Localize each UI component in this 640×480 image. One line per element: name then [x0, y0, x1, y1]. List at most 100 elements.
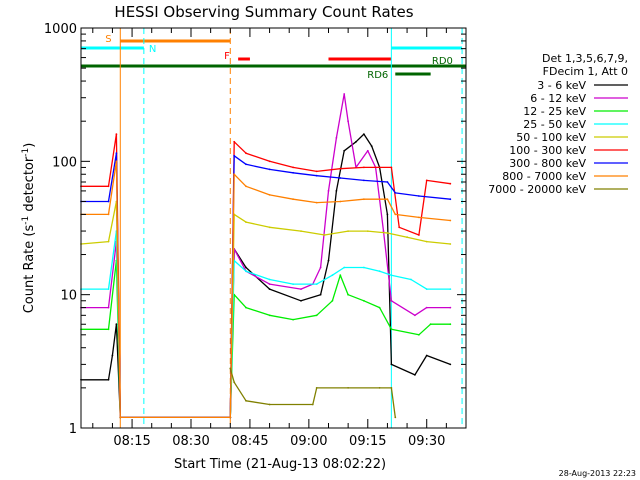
series-1-point-10 [319, 266, 322, 269]
series-1-point-18 [382, 230, 385, 233]
xtick-label-0930: 09:30 [408, 434, 445, 449]
legend-header-1: FDecim 1, Att 0 [543, 65, 628, 78]
series-6-point-2 [115, 152, 118, 155]
series-7-point-4 [229, 416, 232, 419]
series-line-2 [81, 259, 451, 419]
series-1-point-14 [347, 120, 349, 123]
series-1-point-11 [327, 190, 330, 192]
series-1-point-7 [268, 283, 271, 285]
plot-frame [80, 27, 467, 429]
series-3-point-16 [425, 288, 428, 290]
series-lines [80, 93, 452, 419]
series-0-point-15 [363, 133, 365, 136]
series-5-point-9 [315, 170, 318, 173]
series-line-3 [81, 230, 451, 419]
legend-label-3: 25 - 50 keV [523, 118, 586, 131]
flag-label-rd0: RD0 [432, 56, 453, 67]
series-4-point-12 [386, 232, 389, 234]
flag-label-s: S [105, 34, 111, 45]
series-5-point-7 [268, 160, 271, 163]
series-8-point-4 [311, 403, 314, 406]
series-0-point-16 [370, 145, 373, 148]
series-5-point-15 [425, 179, 428, 182]
series-8-point-3 [268, 403, 271, 406]
legend: Det 1,3,5,6,7,9,FDecim 1, Att 03 - 6 keV… [488, 52, 628, 196]
series-3-point-8 [292, 283, 294, 285]
flag-label-rd6: RD6 [367, 70, 388, 81]
series-1-point-13 [343, 93, 346, 95]
series-0-point-11 [327, 259, 330, 262]
xtick-label-0845: 08:45 [231, 434, 268, 449]
series-2-point-8 [292, 318, 294, 321]
series-2-point-13 [363, 299, 365, 302]
series-1-point-8 [300, 288, 302, 290]
series-5-point-13 [398, 226, 401, 229]
series-4-point-10 [347, 230, 349, 233]
timestamp: 28-Aug-2013 22:23 [559, 469, 636, 478]
series-8-point-6 [347, 387, 349, 389]
series-0-point-2 [111, 354, 114, 357]
series-1-point-12 [335, 137, 338, 139]
series-8-point-7 [378, 387, 381, 389]
series-0-point-18 [386, 213, 389, 216]
series-0-point-12 [335, 190, 338, 192]
series-2-point-14 [378, 306, 381, 309]
series-4-point-8 [300, 230, 302, 233]
series-5-point-10 [339, 167, 342, 170]
y-axis-ticks: 1 10 100 1000 [44, 22, 466, 437]
series-1-point-20 [414, 314, 416, 317]
series-6-point-7 [268, 168, 271, 171]
series-3-point-17 [449, 288, 452, 290]
legend-label-8: 7000 - 20000 keV [488, 183, 586, 196]
series-5-point-6 [245, 152, 247, 155]
series-8-point-2 [245, 399, 247, 402]
series-2-point-15 [390, 328, 393, 331]
series-2-point-16 [418, 333, 420, 336]
series-7-point-6 [245, 185, 247, 188]
series-0-point-13 [343, 149, 346, 152]
series-0-point-22 [449, 363, 452, 366]
series-2-point-11 [339, 274, 342, 277]
series-line-4 [80, 200, 451, 419]
xtick-label-0830: 08:30 [172, 434, 209, 449]
series-4-point-1 [107, 240, 110, 243]
series-7-point-15 [449, 219, 452, 222]
series-0-point-14 [355, 140, 357, 143]
series-3-point-11 [343, 266, 346, 269]
legend-label-2: 12 - 25 keV [523, 105, 586, 118]
series-7-point-2 [115, 160, 118, 163]
observing-bars: S N F RD0 RD6 [81, 34, 466, 81]
series-0-point-8 [268, 288, 271, 290]
series-0-point-19 [390, 363, 393, 366]
series-8-point-1 [233, 381, 236, 384]
series-0-point-9 [300, 299, 302, 302]
series-6-point-8 [292, 171, 294, 174]
series-3-point-14 [390, 274, 393, 277]
series-4-point-15 [449, 243, 452, 245]
legend-label-7: 800 - 7000 keV [502, 170, 586, 183]
x-axis-label: Start Time (21-Aug-13 08:02:22) [174, 457, 386, 472]
series-7-point-10 [339, 200, 342, 203]
series-7-point-11 [363, 198, 365, 201]
series-3-point-9 [315, 283, 318, 285]
ytick-label-1000: 1000 [44, 22, 77, 37]
series-3-point-1 [107, 288, 110, 290]
series-0-point-10 [319, 293, 322, 296]
xtick-label-0915: 09:15 [349, 434, 386, 449]
legend-label-5: 100 - 300 keV [509, 144, 586, 157]
series-0-point-21 [425, 354, 428, 357]
series-4-point-9 [323, 234, 326, 236]
series-3-point-7 [268, 278, 271, 281]
series-6-point-11 [363, 179, 365, 182]
xtick-label-0900: 09:00 [290, 434, 327, 449]
series-3-point-12 [363, 266, 365, 269]
series-6-point-6 [245, 163, 247, 166]
series-4-point-14 [425, 240, 428, 243]
series-2-point-18 [449, 323, 452, 326]
series-5-point-5 [233, 140, 236, 143]
series-7-point-5 [233, 173, 236, 176]
series-6-point-1 [107, 200, 110, 203]
series-5-point-11 [363, 166, 365, 169]
legend-header-0: Det 1,3,5,6,7,9, [542, 52, 628, 65]
chart-title: HESSI Observing Summary Count Rates [114, 3, 413, 21]
